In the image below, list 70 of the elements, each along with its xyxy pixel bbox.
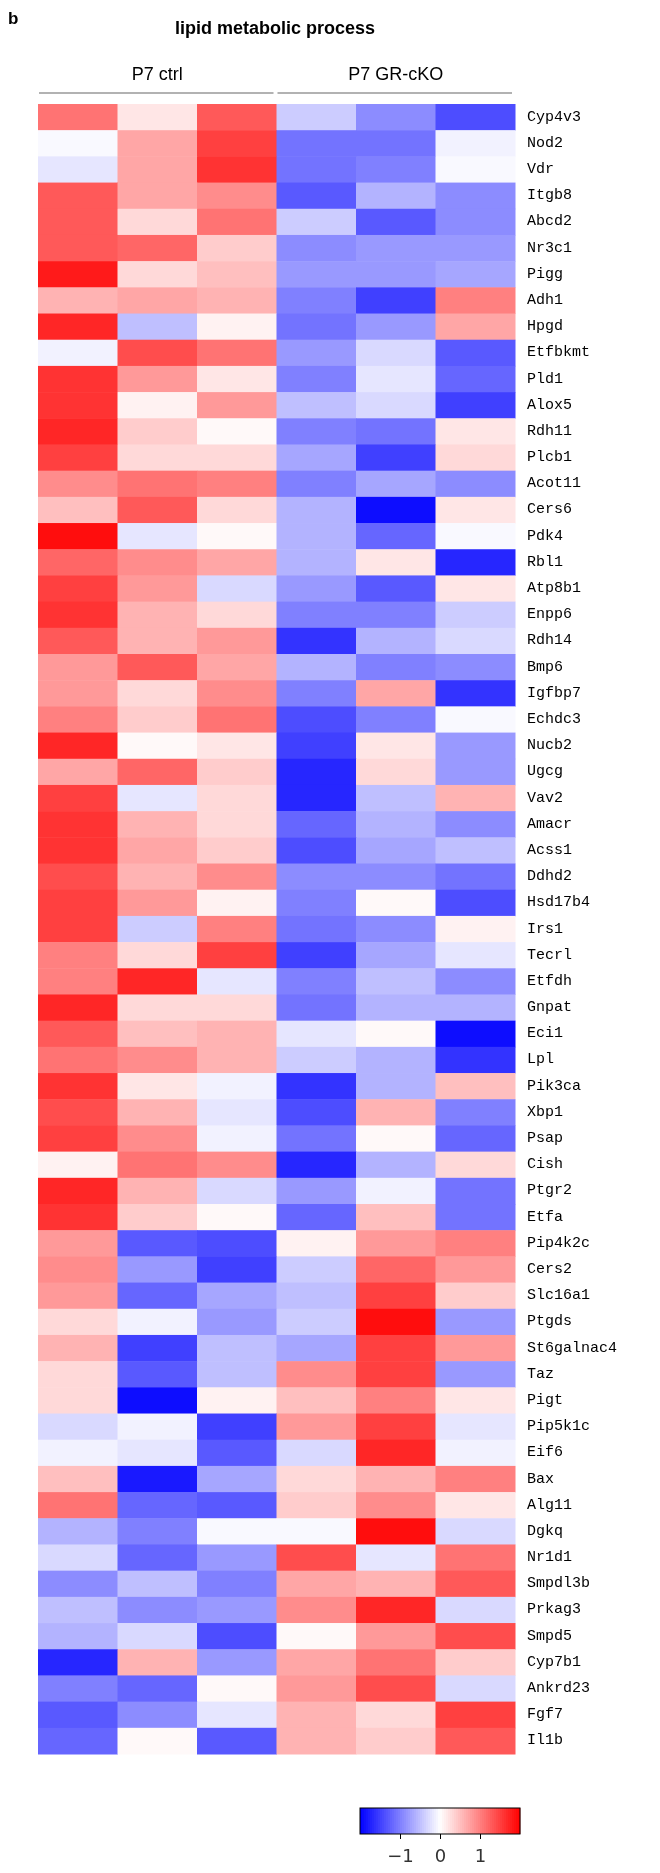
y-tick-label: Nr3c1: [527, 239, 573, 257]
y-tick-label: Cyp4v3: [527, 108, 582, 126]
y-tick-label: Enpp6: [527, 606, 573, 624]
y-tick-label: Taz: [527, 1365, 555, 1383]
text: P7 GR-cKO: [348, 64, 444, 84]
y-tick-label: Cers6: [527, 501, 573, 519]
y-tick-label: Etfdh: [527, 972, 573, 990]
y-tick-label: Pik3ca: [527, 1077, 582, 1095]
y-tick-label: Nr1d1: [527, 1549, 573, 1567]
y-tick-label: Pdk4: [527, 527, 564, 545]
y-tick-label: Plcb1: [527, 449, 573, 467]
y-tick-label: Psap: [527, 1130, 564, 1148]
y-tick-label: Ugcg: [527, 763, 564, 781]
y-tick-label: Pigt: [527, 1391, 564, 1409]
y-tick-label: Il1b: [527, 1732, 564, 1750]
y-tick-label: Rbl1: [527, 553, 564, 571]
y-tick-label: Pip5k1c: [527, 1418, 591, 1436]
y-tick-label: Cers2: [527, 1260, 573, 1278]
y-tick-label: Hsd17b4: [527, 894, 591, 912]
y-tick-label: Bax: [527, 1470, 555, 1488]
y-tick-label: Cish: [527, 1156, 564, 1174]
color-bar-label: 0: [434, 1844, 447, 1866]
y-tick-label: Acss1: [527, 841, 573, 859]
y-tick-label: Pip4k2c: [527, 1234, 591, 1252]
y-tick-label: Rdh14: [527, 632, 573, 650]
y-tick-label: Fgf7: [527, 1706, 564, 1724]
y-tick-label: Vdr: [527, 160, 555, 178]
y-tick-label: Pigg: [527, 265, 564, 283]
y-tick-label: Atp8b1: [527, 580, 582, 598]
y-tick-label: Hpgd: [527, 318, 564, 336]
y-tick-label: Vav2: [527, 789, 564, 807]
y-tick-label: Nucb2: [527, 737, 573, 755]
color-bar-label: −1: [387, 1844, 414, 1866]
y-tick-label: Nod2: [527, 134, 564, 152]
y-tick-label: Etfbkmt: [527, 344, 591, 362]
y-tick-label: Gnpat: [527, 999, 573, 1017]
y-tick-label: Dgkq: [527, 1522, 564, 1540]
text: b: [8, 9, 19, 28]
chart-title: lipid metabolic process: [174, 18, 376, 38]
y-tick-label: Rdh11: [527, 422, 573, 440]
y-tick-label: Abcd2: [527, 213, 573, 231]
y-tick-label: Acot11: [527, 475, 582, 493]
text: P7 ctrl: [131, 64, 183, 84]
y-tick-label: Echdc3: [527, 710, 582, 728]
y-tick-label: St6galnac4: [527, 1339, 618, 1357]
y-tick-label: Ddhd2: [527, 868, 573, 886]
y-tick-label: Tecrl: [527, 946, 573, 964]
y-tick-label: Smpd5: [527, 1627, 573, 1645]
y-tick-label: Bmp6: [527, 658, 564, 676]
y-tick-label: Eci1: [527, 1025, 564, 1043]
y-tick-label: Smpdl3b: [527, 1575, 591, 1593]
y-tick-label: Irs1: [527, 920, 564, 938]
y-tick-label: Xbp1: [527, 1103, 564, 1121]
y-tick-label: Alg11: [527, 1496, 573, 1514]
y-tick-label: Eif6: [527, 1444, 564, 1462]
y-tick-label: Amacr: [527, 815, 573, 833]
y-tick-label: Igfbp7: [527, 684, 582, 702]
y-tick-label: Itgb8: [527, 187, 573, 205]
y-tick-label: Cyp7b1: [527, 1653, 582, 1671]
y-tick-label: Ptgr2: [527, 1182, 573, 1200]
color-bar-label: 1: [474, 1844, 487, 1866]
y-tick-label: Adh1: [527, 291, 564, 309]
y-tick-label: Etfa: [527, 1208, 564, 1226]
y-tick-label: Slc16a1: [527, 1287, 591, 1305]
y-tick-label: Alox5: [527, 396, 573, 414]
y-tick-label: Prkag3: [527, 1601, 582, 1619]
y-tick-label: Lpl: [527, 1051, 555, 1069]
y-tick-label: Ankrd23: [527, 1680, 591, 1698]
y-tick-label: Ptgds: [527, 1313, 573, 1331]
y-tick-label: Pld1: [527, 370, 564, 388]
